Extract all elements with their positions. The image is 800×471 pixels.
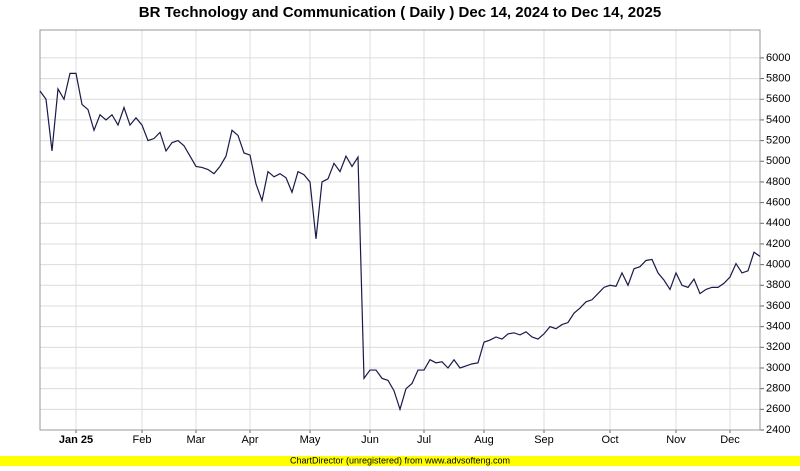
y-tick-label: 3600 <box>766 300 790 312</box>
y-tick-label: 6000 <box>766 52 790 64</box>
x-tick-label: Mar <box>187 434 206 446</box>
y-tick-label: 5800 <box>766 72 790 84</box>
footer-bar <box>0 456 800 466</box>
y-tick-label: 3200 <box>766 341 790 353</box>
y-tick-label: 5200 <box>766 135 790 147</box>
y-tick-label: 5600 <box>766 93 790 105</box>
x-tick-label: Aug <box>474 434 494 446</box>
x-tick-label: Jul <box>417 434 431 446</box>
plot-border <box>39 29 761 431</box>
y-tick-label: 2600 <box>766 403 790 415</box>
y-tick-label: 5400 <box>766 114 790 126</box>
y-tick-label: 3000 <box>766 362 790 374</box>
y-tick-label: 3400 <box>766 321 790 333</box>
x-tick-label: Oct <box>601 434 618 446</box>
y-tick-label: 4800 <box>766 176 790 188</box>
x-tick-label: Feb <box>133 434 152 446</box>
y-tick-label: 2800 <box>766 383 790 395</box>
y-tick-label: 4600 <box>766 197 790 209</box>
x-tick-label: Dec <box>720 434 740 446</box>
footer: ChartDirector (unregistered) from www.ad… <box>290 455 510 465</box>
x-tick-label: Jun <box>361 434 379 446</box>
x-tick-label: Apr <box>241 434 258 446</box>
plot-area <box>39 29 761 431</box>
y-tick-label: 3800 <box>766 279 790 291</box>
y-tick-label: 2400 <box>766 424 790 436</box>
chart-title: BR Technology and Communication ( Daily … <box>139 4 661 21</box>
y-tick-label: 4200 <box>766 238 790 250</box>
x-tick-label: May <box>300 434 321 446</box>
y-tick-label: 4000 <box>766 259 790 271</box>
y-tick-label: 5000 <box>766 155 790 167</box>
line <box>39 72 761 412</box>
x-tick-label: Jan 25 <box>59 434 93 446</box>
x-tick-label: Nov <box>666 434 686 446</box>
y-tick-label: 4400 <box>766 217 790 229</box>
x-tick-label: Sep <box>534 434 554 446</box>
